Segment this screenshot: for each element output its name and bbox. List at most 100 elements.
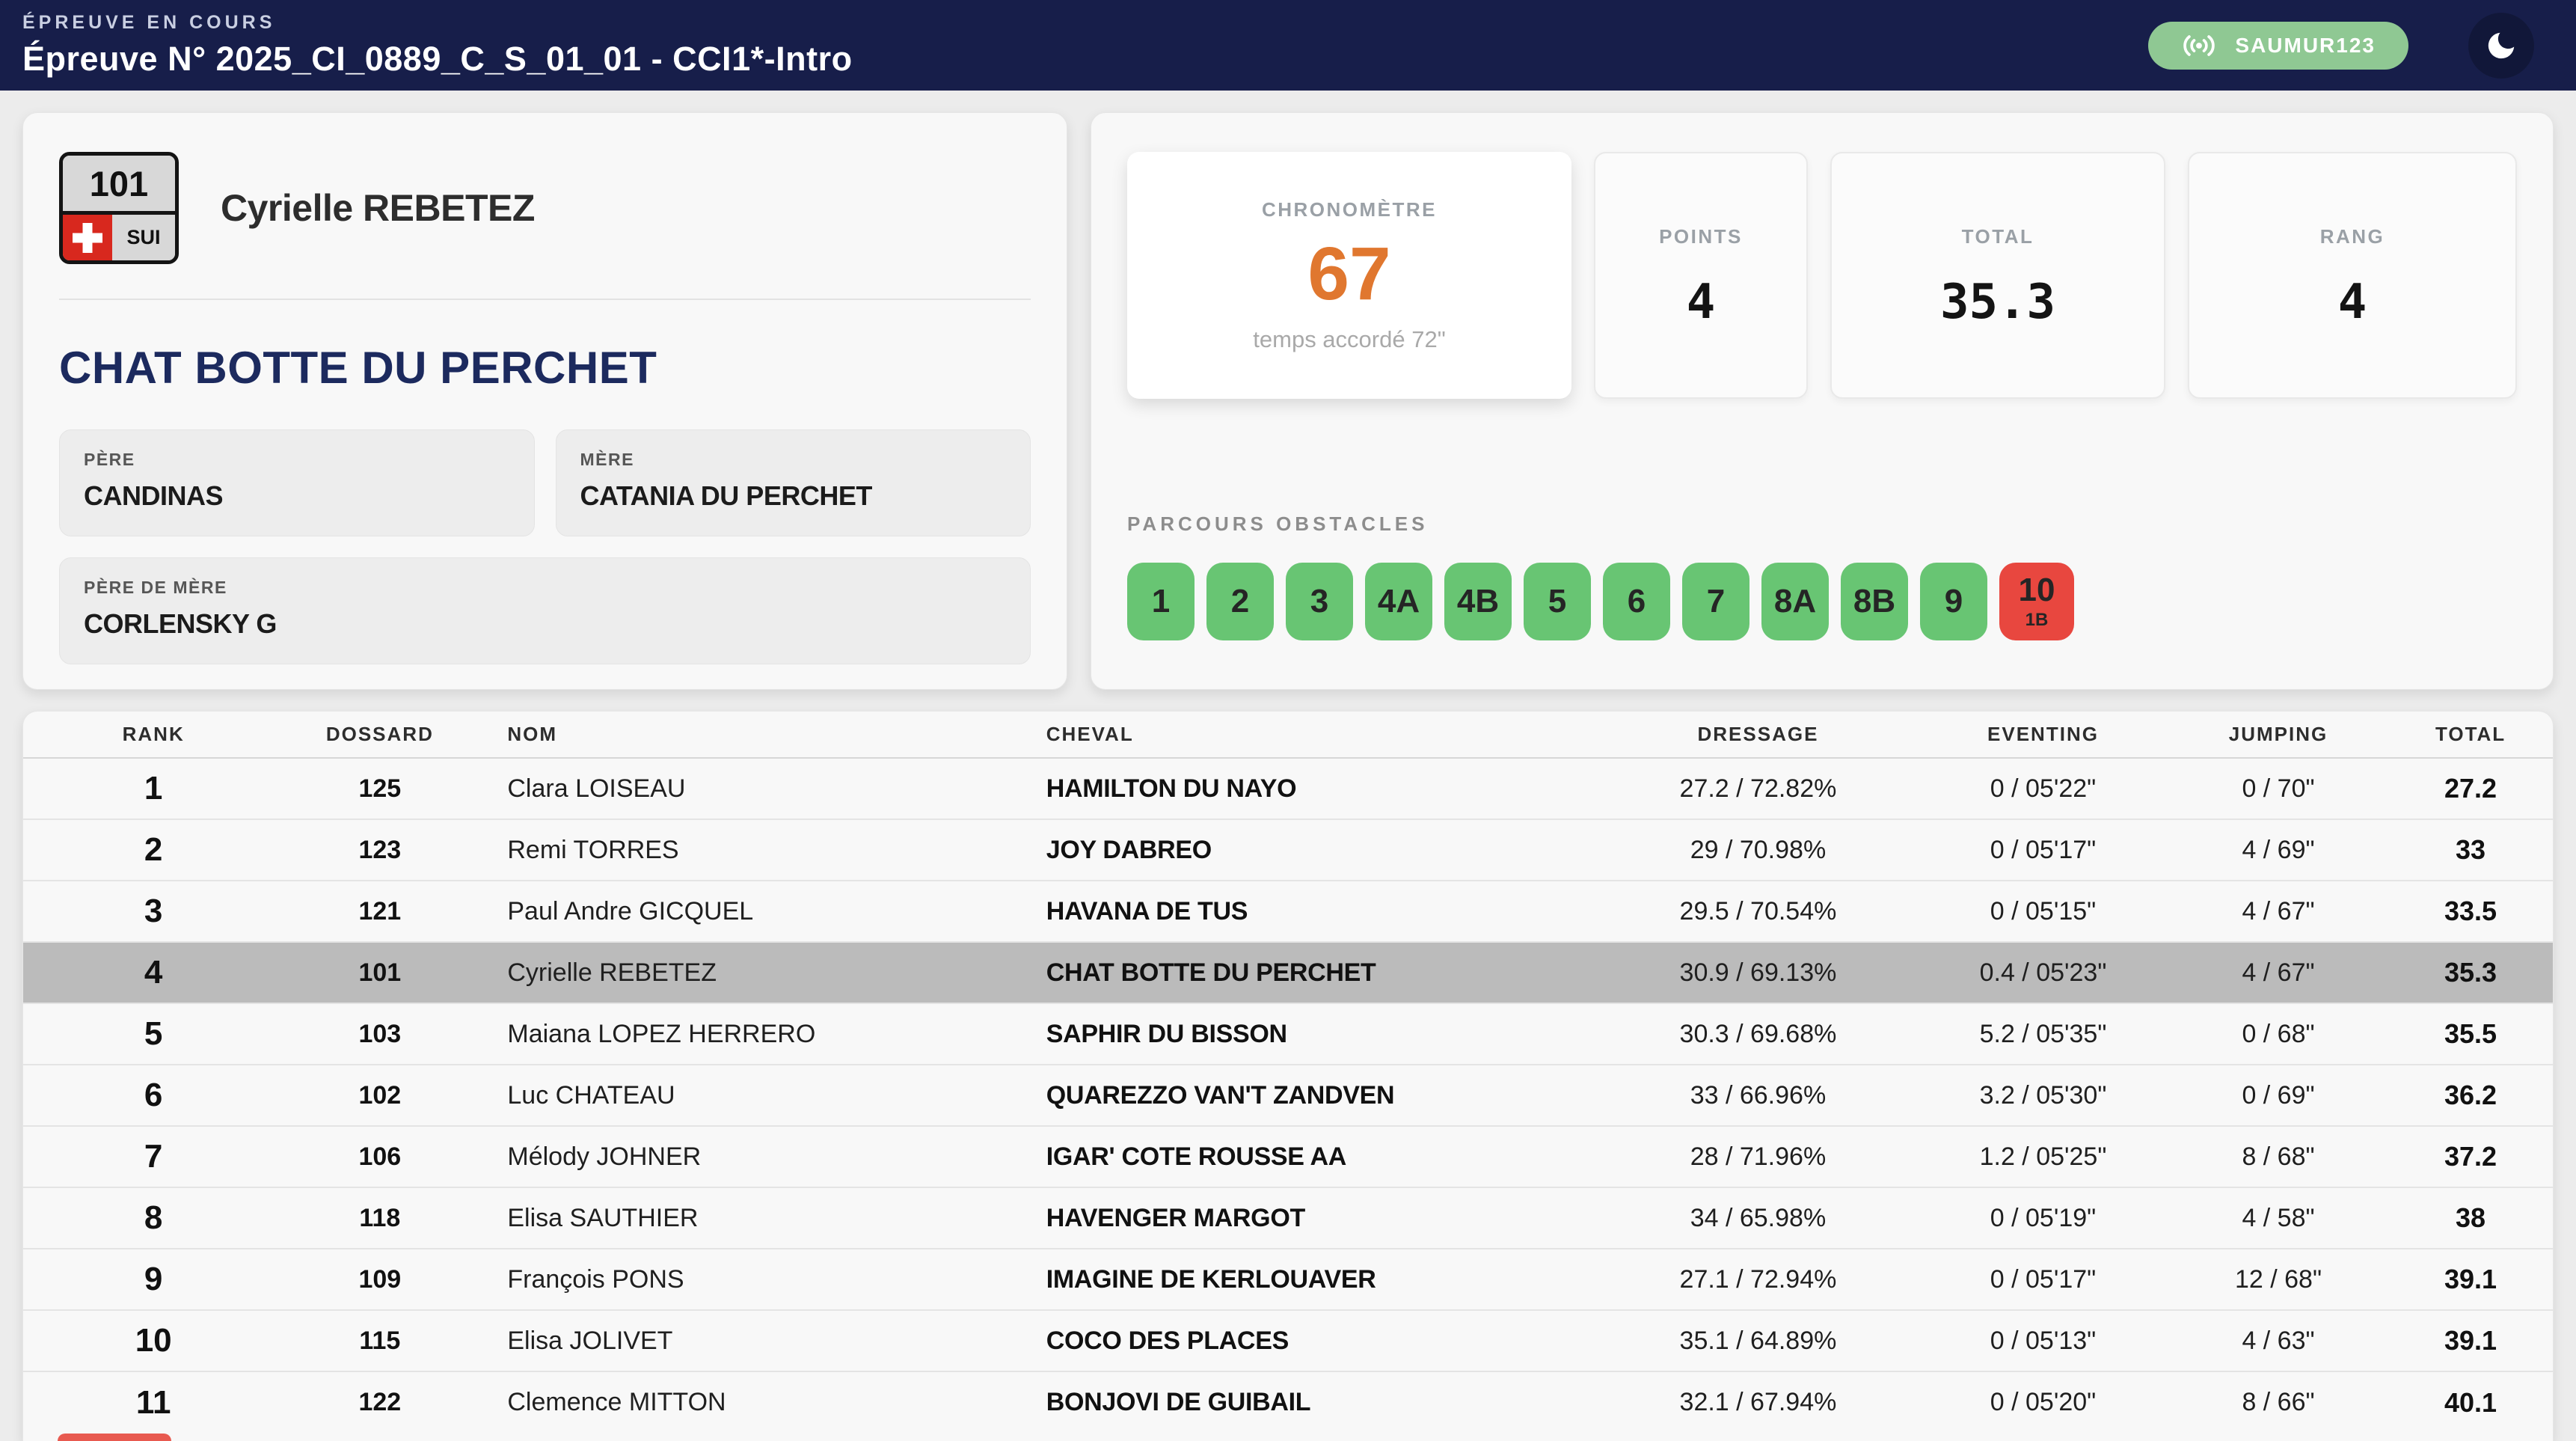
pedigree-sire-label: PÈRE bbox=[84, 450, 135, 469]
cell-dressage: 27.2 / 72.82% bbox=[1679, 774, 1837, 803]
points-label: POINTS bbox=[1659, 224, 1743, 248]
obstacle-3[interactable]: 3 bbox=[1286, 563, 1353, 640]
obstacle-label: 4A bbox=[1377, 583, 1420, 619]
cell-rank: 10 bbox=[135, 1322, 172, 1359]
total-card: TOTAL 35.3 bbox=[1830, 152, 2165, 399]
cell-jumping: 0 / 70" bbox=[2242, 774, 2315, 803]
live-session-badge[interactable]: SAUMUR123 bbox=[2148, 21, 2408, 70]
column-header-rank[interactable]: RANK bbox=[122, 723, 185, 745]
cell-jumping: 4 / 63" bbox=[2242, 1326, 2315, 1355]
pedigree: PÈRE CANDINAS MÈRE CATANIA DU PERCHET PÈ… bbox=[59, 429, 1031, 664]
obstacle-5[interactable]: 5 bbox=[1524, 563, 1591, 640]
cell-cheval: QUAREZZO VAN'T ZANDVEN bbox=[1046, 1080, 1395, 1110]
column-header-cheval[interactable]: CHEVAL bbox=[1046, 723, 1134, 745]
header-actions: SAUMUR123 bbox=[2148, 12, 2534, 79]
obstacle-list: 1 2 3 4A 4B 5 6 7 8A 8B 9 10 1B bbox=[1127, 563, 2517, 640]
obstacle-label: 2 bbox=[1230, 583, 1250, 619]
country-code: SUI bbox=[112, 215, 175, 260]
cell-cheval: HAMILTON DU NAYO bbox=[1046, 774, 1297, 803]
pedigree-damsire-label: PÈRE DE MÈRE bbox=[84, 578, 227, 597]
table-row[interactable]: 9 109 François PONS IMAGINE DE KERLOUAVER 27… bbox=[23, 1249, 2553, 1310]
cell-nom: Luc CHATEAU bbox=[507, 1080, 675, 1110]
cell-eventing: 5.2 / 05'35" bbox=[1979, 1019, 2107, 1048]
obstacle-1[interactable]: 1 bbox=[1127, 563, 1195, 640]
time-allowed-note: temps accordé 72" bbox=[1253, 325, 1446, 352]
obstacle-label: 10 bbox=[2018, 572, 2055, 608]
cell-dressage: 30.9 / 69.13% bbox=[1679, 958, 1837, 987]
cell-dossard: 102 bbox=[358, 1080, 402, 1110]
chronometer-card: CHRONOMÈTRE 67 temps accordé 72" bbox=[1127, 152, 1571, 399]
obstacle-2[interactable]: 2 bbox=[1206, 563, 1274, 640]
obstacle-8A[interactable]: 8A bbox=[1761, 563, 1829, 640]
table-row[interactable]: 3 121 Paul Andre GICQUEL HAVANA DE TUS 29.5 … bbox=[23, 881, 2553, 942]
column-header-jumping[interactable]: JUMPING bbox=[2228, 723, 2328, 745]
obstacle-label: 1 bbox=[1151, 583, 1171, 619]
column-header-total[interactable]: TOTAL bbox=[2435, 723, 2506, 745]
obstacle-4A[interactable]: 4A bbox=[1365, 563, 1432, 640]
cell-eventing: 0 / 05'19" bbox=[1990, 1203, 2097, 1232]
obstacle-4B[interactable]: 4B bbox=[1444, 563, 1512, 640]
cell-nom: Maiana LOPEZ HERRERO bbox=[507, 1019, 816, 1048]
cell-eventing: 3.2 / 05'30" bbox=[1979, 1080, 2107, 1110]
cell-dossard: 123 bbox=[358, 835, 402, 864]
bib-card: 101 SUI bbox=[59, 152, 179, 264]
cell-rank: 9 bbox=[144, 1261, 163, 1297]
obstacle-8B[interactable]: 8B bbox=[1841, 563, 1908, 640]
obstacle-9[interactable]: 9 bbox=[1920, 563, 1987, 640]
column-header-dossard[interactable]: DOSSARD bbox=[325, 723, 434, 745]
cell-eventing: 0 / 05'13" bbox=[1990, 1326, 2097, 1355]
dark-mode-toggle[interactable] bbox=[2468, 12, 2534, 79]
cell-total: 40.1 bbox=[2444, 1386, 2497, 1418]
cell-cheval: BONJOVI DE GUIBAIL bbox=[1046, 1388, 1311, 1416]
event-heading: ÉPREUVE EN COURS Épreuve N° 2025_CI_0889… bbox=[22, 12, 853, 79]
cell-rank: 4 bbox=[144, 954, 163, 991]
table-row[interactable]: 5 103 Maiana LOPEZ HERRERO SAPHIR DU BISSON… bbox=[23, 1003, 2553, 1065]
rank-card: RANG 4 bbox=[2188, 152, 2517, 399]
column-header-dressage[interactable]: DRESSAGE bbox=[1697, 723, 1819, 745]
obstacle-7[interactable]: 7 bbox=[1682, 563, 1749, 640]
table-row[interactable]: 2 123 Remi TORRES JOY DABREO 29 / 70.98% 0 / … bbox=[23, 819, 2553, 881]
column-header-eventing[interactable]: EVENTING bbox=[1987, 723, 2099, 745]
rider-name: Cyrielle REBETEZ bbox=[221, 187, 535, 229]
cell-dressage: 29.5 / 70.54% bbox=[1679, 896, 1837, 926]
column-header-nom[interactable]: NOM bbox=[507, 723, 558, 745]
cell-jumping: 8 / 68" bbox=[2242, 1142, 2315, 1171]
results-table-body: 1 125 Clara LOISEAU HAMILTON DU NAYO 27.2 / … bbox=[23, 758, 2553, 1433]
cell-dossard: 106 bbox=[358, 1142, 402, 1171]
cell-total: 36.2 bbox=[2444, 1080, 2497, 1110]
cell-eventing: 1.2 / 05'25" bbox=[1979, 1142, 2107, 1171]
table-row[interactable]: 11 122 Clemence MITTON BONJOVI DE GUIBAIL 32… bbox=[23, 1371, 2553, 1433]
cell-total: 33.5 bbox=[2444, 896, 2497, 926]
cell-jumping: 4 / 69" bbox=[2242, 835, 2315, 864]
cell-cheval: COCO DES PLACES bbox=[1046, 1326, 1289, 1355]
cell-total: 27.2 bbox=[2444, 773, 2497, 804]
table-row[interactable]: 4 101 Cyrielle REBETEZ CHAT BOTTE DU PERCHE… bbox=[23, 942, 2553, 1003]
table-row[interactable]: 8 118 Elisa SAUTHIER HAVENGER MARGOT 34 / 65… bbox=[23, 1187, 2553, 1249]
chronometer-label: CHRONOMÈTRE bbox=[1261, 198, 1438, 221]
event-title: Épreuve N° 2025_CI_0889_C_S_01_01 - CCI1… bbox=[22, 40, 853, 78]
cell-rank: 3 bbox=[144, 893, 163, 929]
cell-jumping: 4 / 67" bbox=[2242, 958, 2315, 987]
cell-dressage: 33 / 66.96% bbox=[1690, 1080, 1827, 1110]
table-row[interactable]: 7 106 Mélody JOHNER IGAR' COTE ROUSSE AA 28 … bbox=[23, 1126, 2553, 1187]
obstacle-6[interactable]: 6 bbox=[1603, 563, 1670, 640]
cell-dressage: 29 / 70.98% bbox=[1690, 835, 1827, 864]
cell-total: 39.1 bbox=[2444, 1264, 2497, 1294]
total-label: TOTAL bbox=[1961, 224, 2034, 248]
cell-jumping: 4 / 67" bbox=[2242, 896, 2315, 926]
cell-total: 39.1 bbox=[2444, 1325, 2497, 1356]
cell-nom: Mélody JOHNER bbox=[507, 1142, 702, 1171]
obstacle-label: 5 bbox=[1548, 583, 1567, 619]
table-row[interactable]: 6 102 Luc CHATEAU QUAREZZO VAN'T ZANDVEN 33 … bbox=[23, 1065, 2553, 1126]
cell-rank: 7 bbox=[144, 1138, 163, 1175]
cell-total: 38 bbox=[2456, 1202, 2486, 1233]
table-row[interactable]: 10 115 Elisa JOLIVET COCO DES PLACES 35.1 / … bbox=[23, 1310, 2553, 1371]
cell-cheval: JOY DABREO bbox=[1046, 835, 1212, 864]
pedigree-sire-value: CANDINAS bbox=[84, 480, 224, 511]
cell-jumping: 0 / 68" bbox=[2242, 1019, 2315, 1048]
event-status-label: ÉPREUVE EN COURS bbox=[22, 12, 276, 33]
table-row[interactable]: 1 125 Clara LOISEAU HAMILTON DU NAYO 27.2 / … bbox=[23, 758, 2553, 819]
obstacle-10[interactable]: 10 1B bbox=[1999, 563, 2074, 640]
broadcast-icon bbox=[2181, 34, 2217, 58]
cell-nom: Elisa SAUTHIER bbox=[507, 1203, 699, 1232]
